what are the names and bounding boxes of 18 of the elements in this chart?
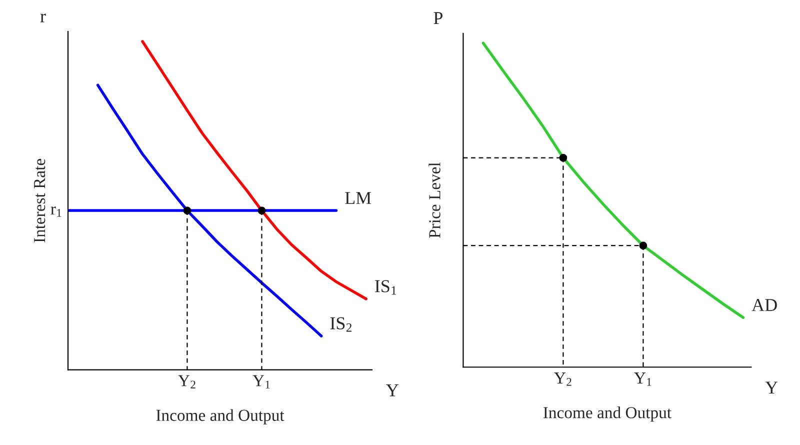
x-tick-label: Y$_{2}$	[554, 372, 572, 386]
text: Y	[386, 384, 398, 396]
x-tick-label: Y$_{1}$	[252, 375, 270, 388]
text: 1	[57, 209, 62, 217]
text: r	[40, 14, 46, 22]
y-axis-title: Interest Rate	[34, 158, 46, 242]
x-axis-title: Income and Output	[156, 409, 284, 424]
series-label: AD	[752, 299, 777, 311]
series-label: IS$_{2}$	[330, 317, 352, 332]
x-axis-title: Income and Output	[543, 406, 672, 422]
series-label: IS$_{1}$	[375, 280, 396, 295]
text: P	[434, 12, 442, 24]
x-tick-label: Y$_{2}$	[178, 375, 196, 388]
text: r	[50, 206, 56, 214]
series-label: LM	[345, 192, 372, 204]
x-tick-label: Y$_{1}$	[634, 372, 652, 386]
text: Y	[765, 382, 778, 394]
y-axis-title: Price Level	[428, 162, 440, 238]
